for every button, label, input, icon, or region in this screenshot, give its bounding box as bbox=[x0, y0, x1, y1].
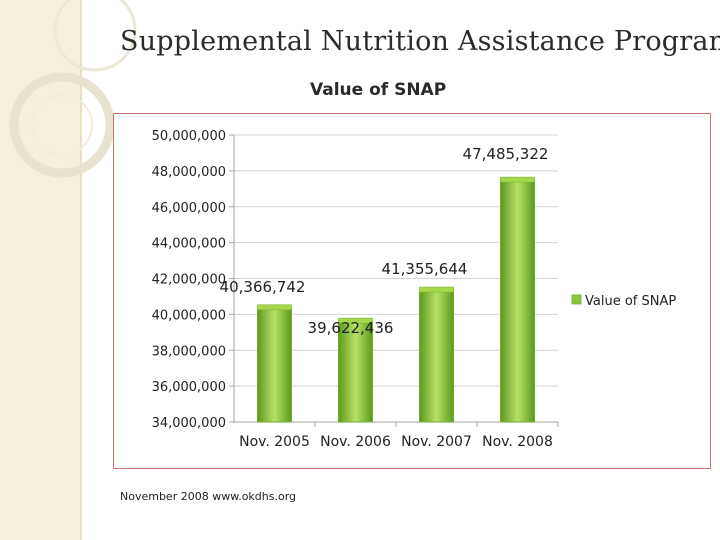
chart-svg: 34,000,000 36,000,000 38,000,000 40,000,000… bbox=[152, 129, 677, 450]
y-tick-label: 48,000,000 bbox=[152, 165, 226, 180]
bar-top bbox=[500, 176, 535, 183]
legend-marker bbox=[571, 294, 582, 305]
legend-label: Value of SNAP bbox=[585, 294, 676, 309]
x-tick-label: Nov. 2008 bbox=[482, 434, 553, 450]
y-tick-label: 40,000,000 bbox=[152, 308, 226, 323]
decorative-left-band bbox=[0, 0, 80, 540]
bar bbox=[500, 179, 535, 423]
x-tick-label: Nov. 2005 bbox=[239, 434, 310, 450]
bar bbox=[257, 307, 292, 423]
slide-title: Supplemental Nutrition Assistance Progra… bbox=[120, 26, 720, 57]
x-tick-label: Nov. 2007 bbox=[401, 434, 472, 450]
y-tick-label: 46,000,000 bbox=[152, 201, 226, 216]
chart-frame: 34,000,000 36,000,000 38,000,000 40,000,000… bbox=[113, 113, 711, 469]
data-label: 41,355,644 bbox=[382, 260, 468, 278]
bar bbox=[419, 289, 454, 423]
x-tick-label: Nov. 2006 bbox=[320, 434, 391, 450]
bar bbox=[338, 320, 373, 423]
y-tick-label: 42,000,000 bbox=[152, 273, 226, 288]
chart-title: Value of SNAP bbox=[310, 80, 447, 100]
data-label: 40,366,742 bbox=[220, 278, 306, 296]
data-label: 47,485,322 bbox=[463, 145, 549, 163]
y-tick-label: 36,000,000 bbox=[152, 380, 226, 395]
bar-top bbox=[419, 286, 454, 293]
footer-source: November 2008 www.okdhs.org bbox=[120, 490, 297, 503]
decorative-divider-line bbox=[80, 0, 82, 540]
y-tick-label: 50,000,000 bbox=[152, 129, 226, 144]
bar-top bbox=[257, 304, 292, 311]
y-tick-label: 38,000,000 bbox=[152, 344, 226, 359]
y-tick-label: 34,000,000 bbox=[152, 416, 226, 431]
data-label: 39,622,436 bbox=[308, 319, 394, 337]
decorative-circles bbox=[9, 0, 137, 178]
y-tick-label: 44,000,000 bbox=[152, 237, 226, 252]
bar-top bbox=[338, 317, 373, 324]
